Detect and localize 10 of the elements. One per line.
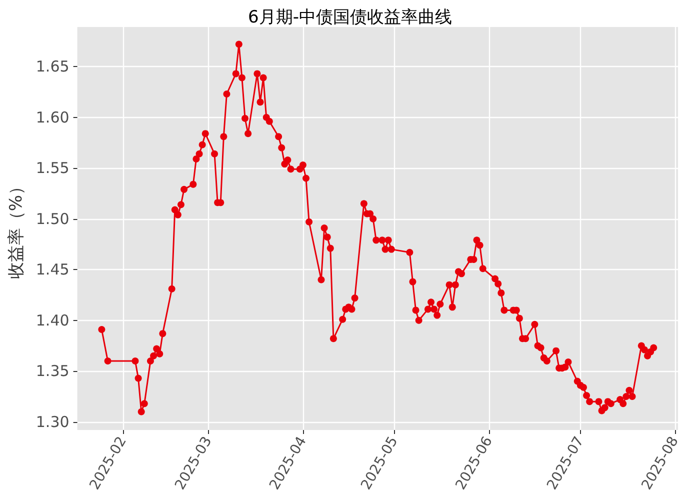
y-tick-label: 1.45	[36, 260, 70, 279]
y-tick-label: 1.65	[36, 58, 70, 76]
y-tick-label: 1.35	[36, 362, 70, 380]
y-tick-label: 1.50	[36, 210, 70, 228]
y-tick-label: 1.40	[36, 311, 70, 330]
y-tick-label: 1.55	[36, 159, 70, 178]
y-axis-title: 收益率（%）	[6, 178, 26, 280]
chart-title: 6月期-中债国债收益率曲线	[248, 8, 452, 28]
y-tick-label: 1.60	[36, 108, 70, 126]
y-tick-label: 1.30	[36, 412, 70, 431]
